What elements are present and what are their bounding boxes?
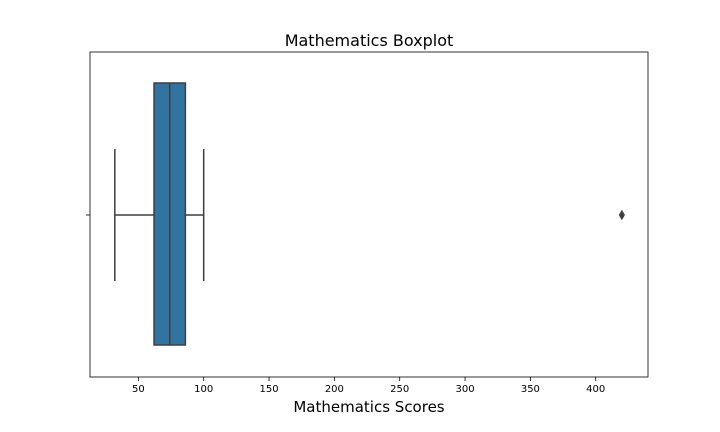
box-group xyxy=(114,82,625,346)
x-tick-label: 300 xyxy=(456,384,475,395)
x-axis-ticks: 50 100 150 200 250 300 350 400 xyxy=(132,377,605,395)
x-tick-label: 150 xyxy=(259,384,278,395)
x-tick-label: 250 xyxy=(390,384,409,395)
outlier-point xyxy=(618,209,625,221)
x-tick-label: 100 xyxy=(194,384,213,395)
x-tick-label: 400 xyxy=(586,384,605,395)
plot-area-frame xyxy=(89,51,649,378)
chart-title: Mathematics Boxplot xyxy=(285,31,454,50)
x-tick-label: 200 xyxy=(325,384,344,395)
x-tick-label: 50 xyxy=(132,384,145,395)
x-tick-label: 350 xyxy=(521,384,540,395)
x-axis-label: Mathematics Scores xyxy=(293,398,444,416)
